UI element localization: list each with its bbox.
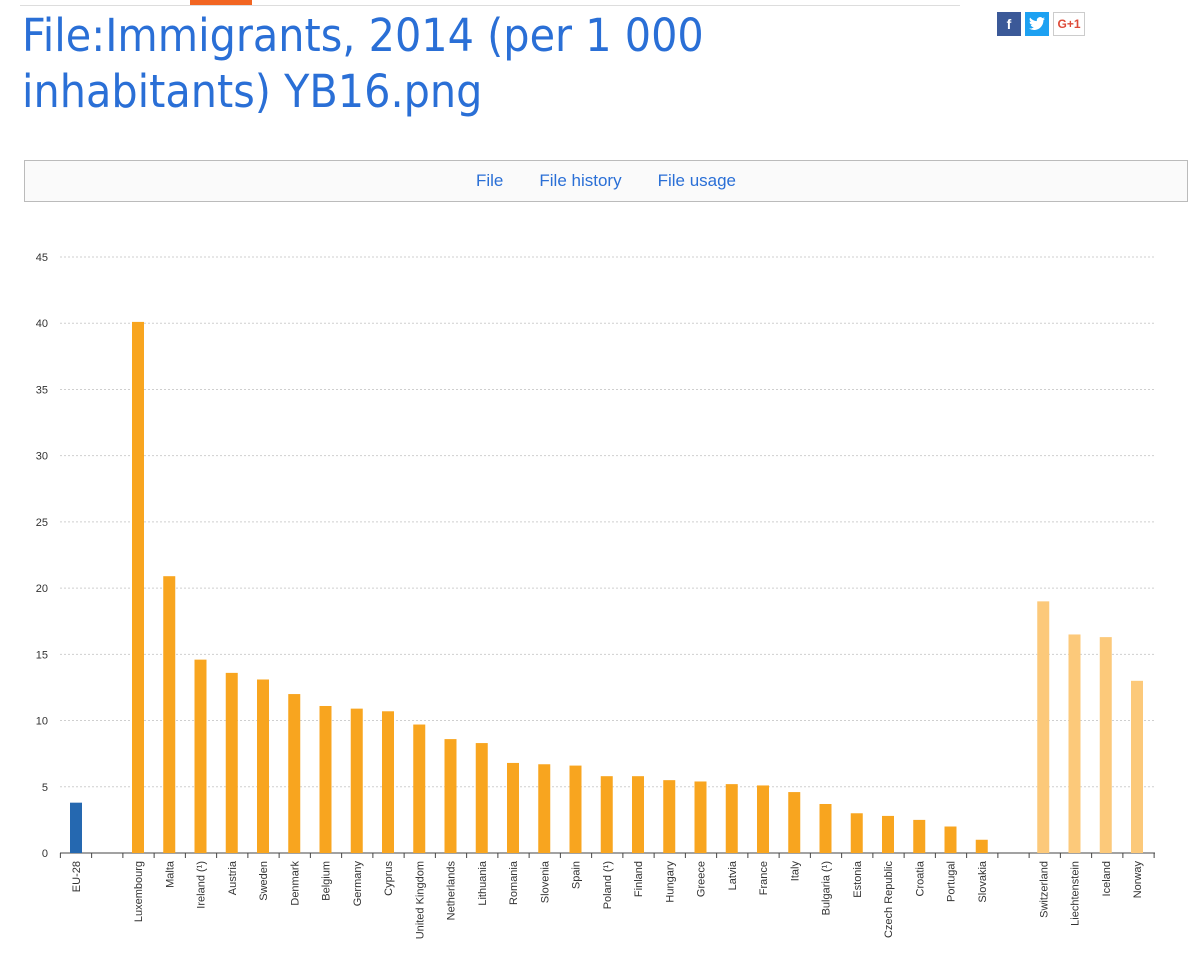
x-tick-label: Luxembourg (133, 861, 145, 922)
bar-iceland (1099, 637, 1112, 853)
facebook-icon[interactable]: f (997, 12, 1021, 36)
x-tick-label: Latvia (727, 860, 739, 890)
x-tick-label: Bulgaria (¹) (821, 861, 833, 915)
twitter-icon[interactable] (1025, 12, 1049, 36)
x-tick-label: France (758, 861, 770, 895)
x-tick-label: Slovakia (977, 860, 989, 902)
tab-file[interactable]: File (475, 171, 504, 190)
x-tick-label: Spain (571, 861, 583, 889)
y-tick-label: 20 (36, 583, 48, 595)
bar-netherlands (444, 739, 457, 853)
bar-estonia (850, 813, 863, 853)
x-tick-label: Switzerland (1038, 861, 1050, 918)
x-tick-label: Greece (696, 861, 708, 897)
x-tick-label: Belgium (321, 861, 333, 901)
bar-austria (225, 672, 238, 853)
bar-united-kingdom (413, 724, 426, 853)
x-tick-label: Norway (1132, 861, 1144, 899)
bar-germany (350, 708, 363, 853)
bar-slovakia (975, 839, 988, 853)
x-tick-label: Finland (633, 861, 645, 897)
bar-denmark (288, 694, 301, 853)
y-tick-label: 10 (36, 716, 48, 728)
y-tick-label: 15 (36, 649, 48, 661)
x-tick-label: Croatia (914, 860, 926, 896)
y-tick-label: 45 (36, 252, 48, 264)
bar-france (757, 785, 769, 853)
bar-belgium (319, 705, 332, 853)
bar-spain (569, 765, 582, 853)
y-tick-label: 30 (36, 451, 48, 463)
y-tick-label: 40 (36, 318, 48, 330)
top-accent (190, 0, 252, 6)
x-tick-label: Estonia (852, 860, 864, 898)
x-tick-label: Czech Republic (883, 861, 895, 939)
x-tick-label: Germany (352, 861, 364, 907)
bar-sweden (257, 679, 269, 853)
bar-poland (600, 776, 613, 853)
tab-file-usage[interactable]: File usage (657, 171, 737, 190)
x-tick-label: Hungary (664, 861, 676, 903)
bar-hungary (663, 780, 676, 853)
bar-ireland (194, 659, 207, 853)
x-tick-label: Malta (164, 860, 176, 888)
x-tick-label: United Kingdom (414, 861, 426, 939)
bar-czech-republic (882, 815, 894, 853)
top-rule (20, 5, 960, 6)
bar-croatia (913, 819, 926, 853)
x-tick-label: EU-28 (71, 861, 83, 892)
x-tick-label: Slovenia (539, 860, 551, 903)
bar-eu-28 (70, 802, 82, 853)
bar-bulgaria (819, 803, 832, 853)
y-tick-label: 0 (42, 848, 48, 860)
bar-romania (507, 762, 519, 853)
bar-liechtenstein (1068, 634, 1081, 853)
page-title: File:Immigrants, 2014 (per 1 000 inhabit… (22, 9, 704, 118)
social-buttons: f G+1 (997, 12, 1085, 36)
bar-greece (694, 781, 707, 853)
y-tick-label: 5 (42, 782, 48, 794)
y-tick-label: 35 (36, 384, 48, 396)
x-tick-label: Sweden (258, 861, 270, 901)
x-tick-label: Italy (789, 861, 801, 882)
x-tick-label: Portugal (946, 861, 958, 902)
x-tick-label: Ireland (¹) (196, 861, 208, 909)
immigrants-bar-chart: 0 5 10 15 20 25 30 35 40 45 EU-28 Luxembourg Malta Ir… (36, 252, 1155, 939)
x-tick-label: Austria (227, 860, 239, 895)
bar-slovenia (538, 764, 551, 853)
bar-latvia (725, 784, 738, 853)
y-tick-label: 25 (36, 517, 48, 529)
bar-cyprus (382, 711, 394, 853)
x-tick-label: Cyprus (383, 861, 395, 896)
bar-malta (163, 576, 176, 853)
x-tick-label: Lithuania (477, 860, 489, 906)
x-tick-label: Denmark (289, 861, 301, 906)
bar-portugal (944, 826, 957, 853)
google-plus-button[interactable]: G+1 (1053, 12, 1085, 36)
x-tick-label: Liechtenstein (1070, 861, 1082, 926)
file-tabs: File File history File usage (24, 160, 1188, 202)
bar-italy (788, 792, 801, 853)
bar-norway (1131, 680, 1143, 853)
x-tick-label: Poland (¹) (602, 861, 614, 909)
tab-file-history[interactable]: File history (539, 171, 622, 190)
bar-luxembourg (132, 321, 144, 853)
top-bar (0, 0, 1200, 6)
x-tick-label: Romania (508, 860, 520, 905)
bar-switzerland (1037, 601, 1050, 853)
bar-lithuania (475, 743, 488, 853)
x-tick-label: Netherlands (446, 861, 458, 921)
bar-finland (632, 776, 644, 853)
x-tick-label: Iceland (1101, 861, 1113, 896)
